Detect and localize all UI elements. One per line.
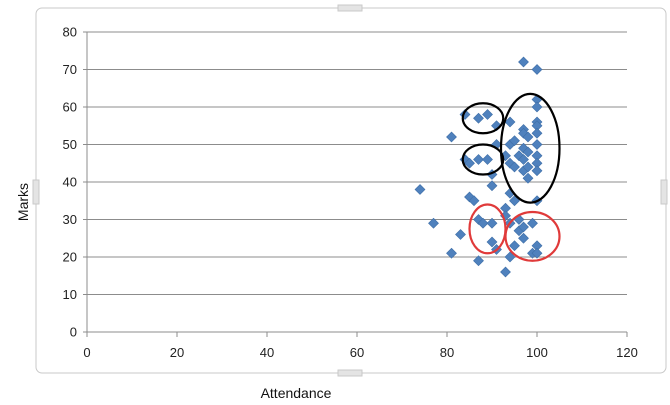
data-point [482, 109, 493, 120]
data-point [486, 217, 498, 229]
data-point [531, 101, 543, 113]
annotation-ellipse [461, 102, 505, 135]
data-point [509, 135, 520, 147]
y-tick-label: 80 [63, 25, 77, 40]
y-tick-label: 0 [70, 325, 77, 340]
x-tick-label: 60 [350, 345, 364, 360]
y-tick-label: 30 [63, 212, 77, 227]
x-tick-labels: 0 20 40 60 80 100 120 [83, 345, 637, 360]
data-point [473, 112, 484, 124]
annotation-ellipse [504, 210, 561, 262]
data-point [509, 161, 520, 173]
data-point [531, 139, 543, 150]
resize-handle-right[interactable] [660, 179, 668, 205]
axes [83, 31, 628, 337]
data-point [518, 232, 529, 244]
data-point [446, 247, 457, 259]
data-point [527, 217, 538, 229]
resize-handle-bottom[interactable] [337, 369, 363, 377]
data-point [504, 251, 516, 263]
data-point [486, 236, 498, 248]
x-tick-label: 40 [260, 345, 274, 360]
data-point [455, 229, 466, 240]
y-tick-label: 60 [63, 100, 77, 115]
y-tick-label: 20 [63, 250, 77, 265]
resize-handle-top[interactable] [337, 4, 363, 12]
data-point [428, 217, 439, 229]
data-point [522, 146, 534, 158]
data-point [486, 180, 498, 192]
x-tick-label: 80 [440, 345, 454, 360]
y-tick-labels: 0 10 20 30 40 50 60 70 80 [63, 25, 77, 340]
data-point [464, 157, 475, 169]
data-point [473, 154, 484, 165]
annotation-ellipses [461, 92, 561, 262]
data-point [518, 221, 529, 233]
data-point [531, 247, 543, 259]
data-point [522, 131, 534, 143]
x-tick-label: 20 [170, 345, 184, 360]
x-axis-title: Attendance [261, 385, 332, 401]
data-point [518, 56, 529, 68]
data-point [518, 154, 529, 165]
y-tick-label: 50 [63, 137, 77, 152]
data-point [500, 266, 511, 278]
data-point [531, 64, 543, 75]
annotation-ellipse [468, 203, 507, 255]
resize-handle-left[interactable] [32, 179, 40, 205]
annotation-ellipse [461, 143, 505, 176]
data-point [468, 195, 480, 207]
data-point [414, 184, 426, 195]
x-tick-label: 120 [616, 345, 638, 360]
data-point [522, 161, 534, 173]
data-point [477, 217, 489, 229]
data-point [522, 172, 534, 184]
y-tick-label: 70 [63, 62, 77, 77]
data-point [446, 131, 457, 143]
data-points [414, 56, 543, 278]
x-tick-label: 0 [83, 345, 90, 360]
data-point [482, 154, 493, 165]
data-point [509, 240, 520, 252]
x-tick-label: 100 [526, 345, 548, 360]
annotation-ellipse [499, 92, 561, 204]
y-axis-title: Marks [15, 183, 31, 221]
grid-lines [87, 31, 627, 295]
data-point [531, 165, 543, 177]
data-point [531, 127, 543, 139]
y-tick-label: 40 [63, 175, 77, 190]
chart-frame[interactable] [35, 7, 667, 374]
data-point [473, 255, 484, 267]
data-point [504, 116, 516, 128]
y-tick-label: 10 [63, 287, 77, 302]
